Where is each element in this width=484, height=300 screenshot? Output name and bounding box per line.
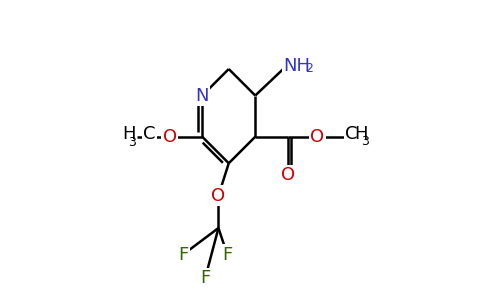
Text: 3: 3: [361, 135, 369, 148]
Text: 3: 3: [128, 136, 136, 148]
Text: O: O: [281, 166, 295, 184]
Text: C: C: [345, 125, 358, 143]
Text: 2: 2: [305, 61, 313, 75]
Text: N: N: [196, 86, 209, 104]
Text: F: F: [200, 269, 211, 287]
Text: H: H: [354, 125, 367, 143]
Text: O: O: [310, 128, 324, 146]
Text: O: O: [163, 128, 177, 146]
Text: F: F: [222, 245, 232, 263]
Text: F: F: [178, 245, 188, 263]
Text: NH: NH: [283, 57, 310, 75]
Text: O: O: [212, 187, 226, 205]
Text: H: H: [122, 125, 136, 143]
Text: C: C: [143, 125, 156, 143]
